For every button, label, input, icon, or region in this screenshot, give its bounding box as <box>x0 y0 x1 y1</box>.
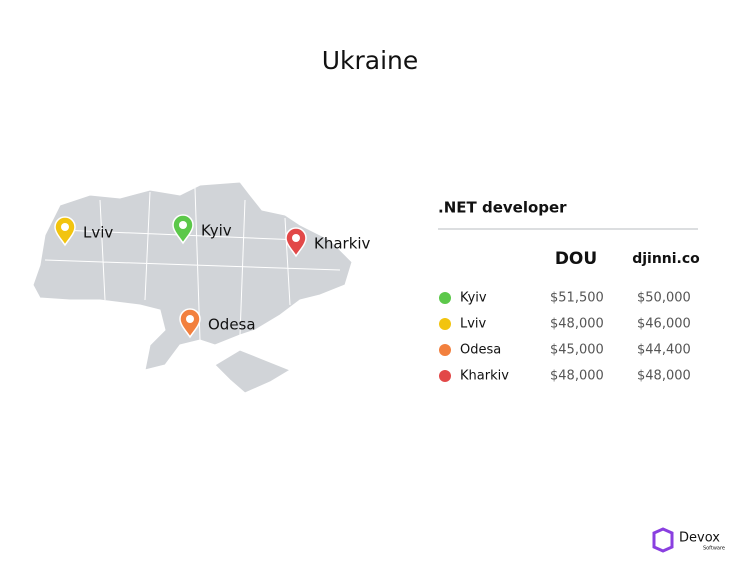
country-shape <box>32 181 353 371</box>
title: Ukraine <box>322 46 419 75</box>
row-dot <box>439 318 451 330</box>
salary: $44,400 <box>637 343 691 358</box>
pin-label: Lviv <box>83 224 113 242</box>
table-title: .NET developer <box>438 199 567 217</box>
row-dot <box>439 344 451 356</box>
salary: $45,000 <box>550 343 604 358</box>
logo-name: Devox <box>679 531 720 546</box>
map-pin <box>54 216 76 247</box>
pin-dot <box>186 315 194 323</box>
column-header: djinni.co <box>632 251 700 267</box>
row-dot <box>439 292 451 304</box>
salary: $50,000 <box>637 291 691 306</box>
salary: $51,500 <box>550 291 604 306</box>
map-pin <box>285 227 307 258</box>
map <box>32 181 353 394</box>
pin-dot <box>292 234 300 242</box>
salary: $48,000 <box>637 369 691 384</box>
city-name: Kharkiv <box>460 369 509 384</box>
pin-dot <box>179 221 187 229</box>
logo-icon <box>652 527 674 553</box>
map-pin <box>179 308 201 339</box>
salary: $48,000 <box>550 369 604 384</box>
city-name: Odesa <box>460 343 501 358</box>
pin-label: Odesa <box>208 316 256 334</box>
city-name: Lviv <box>460 317 487 332</box>
logo-tagline: Software <box>703 546 725 552</box>
crimea-shape <box>214 349 292 394</box>
pin-label: Kyiv <box>201 222 232 240</box>
salary: $46,000 <box>637 317 691 332</box>
pin-label: Kharkiv <box>314 235 371 253</box>
city-name: Kyiv <box>460 291 487 306</box>
column-header: DOU <box>555 249 597 269</box>
pin-dot <box>61 223 69 231</box>
row-dot <box>439 370 451 382</box>
map-pin <box>172 214 194 245</box>
region-borders <box>44 187 341 341</box>
salary: $48,000 <box>550 317 604 332</box>
logo: Devox Software <box>652 527 725 553</box>
